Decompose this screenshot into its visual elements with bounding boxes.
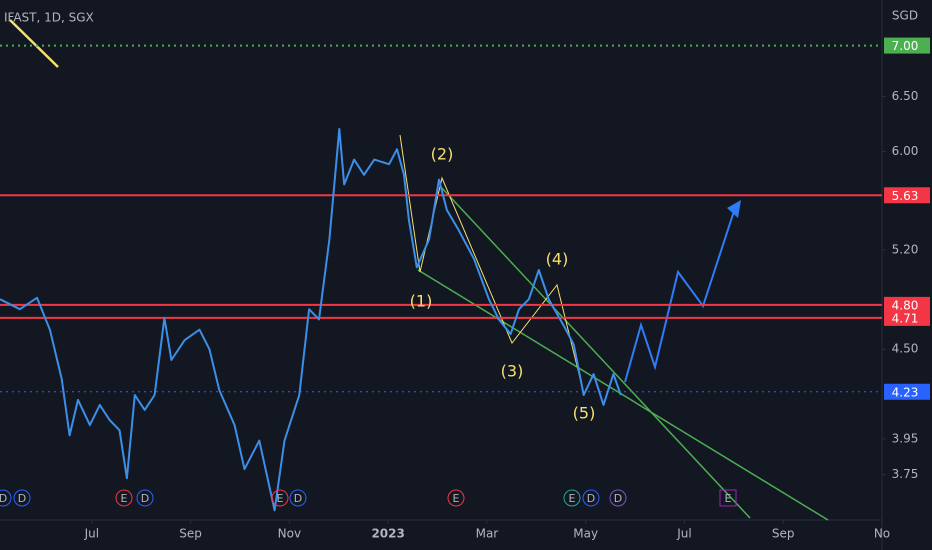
event-label: D bbox=[18, 492, 26, 505]
wave-label: (4) bbox=[546, 250, 569, 269]
drawing-line bbox=[9, 19, 59, 68]
event-badge[interactable]: D bbox=[582, 489, 600, 507]
event-badge[interactable]: D bbox=[0, 489, 12, 507]
event-badge[interactable]: E bbox=[271, 489, 289, 507]
y-tick-label: 4.50 bbox=[892, 342, 919, 356]
y-tick-label: 3.95 bbox=[892, 431, 919, 445]
level-badge bbox=[884, 383, 930, 400]
event-label: D bbox=[0, 492, 7, 505]
chart-title: IFAST, 1D, SGX bbox=[4, 11, 94, 25]
level-badge bbox=[884, 187, 930, 204]
level-badge bbox=[884, 37, 930, 54]
level-badge bbox=[884, 309, 930, 326]
level-label: 5.63 bbox=[892, 189, 919, 203]
axis-unit: SGD bbox=[892, 9, 918, 23]
event-label: E bbox=[121, 492, 128, 505]
x-tick-label: Sep bbox=[179, 527, 202, 541]
y-tick-label: 5.20 bbox=[892, 242, 919, 256]
wave-label: (3) bbox=[501, 362, 524, 381]
x-tick-label: May bbox=[573, 527, 598, 541]
x-tick-label: Nov bbox=[278, 527, 301, 541]
event-badge[interactable]: E bbox=[563, 489, 581, 507]
level-label: 4.80 bbox=[892, 298, 919, 312]
level-label: 7.00 bbox=[892, 39, 919, 53]
channel-line bbox=[417, 269, 829, 521]
event-badge[interactable]: D bbox=[13, 489, 31, 507]
wave-label: (2) bbox=[431, 145, 454, 164]
price-line bbox=[0, 128, 622, 512]
event-label: E bbox=[277, 492, 284, 505]
x-tick-label: 2023 bbox=[371, 527, 404, 541]
x-tick-label: Sep bbox=[772, 527, 795, 541]
y-tick-label: 6.50 bbox=[892, 89, 919, 103]
level-badge bbox=[884, 296, 930, 313]
y-tick-label: 6.00 bbox=[892, 144, 919, 158]
event-label: D bbox=[587, 492, 595, 505]
projection-line bbox=[624, 204, 737, 383]
event-label: D bbox=[614, 492, 622, 505]
event-badge[interactable]: E bbox=[115, 489, 133, 507]
projection-arrow bbox=[727, 200, 741, 218]
x-tick-label: Jul bbox=[676, 527, 691, 541]
event-badge[interactable]: D bbox=[289, 489, 307, 507]
event-badge[interactable]: E bbox=[719, 489, 737, 507]
channel-line bbox=[439, 185, 751, 519]
level-label: 4.23 bbox=[892, 385, 919, 399]
wave-label: (5) bbox=[573, 404, 596, 423]
event-badge[interactable]: E bbox=[447, 489, 465, 507]
y-tick-label: 3.75 bbox=[892, 467, 919, 481]
x-tick-label: Mar bbox=[476, 527, 499, 541]
event-badge[interactable]: D bbox=[609, 489, 627, 507]
event-label: E bbox=[453, 492, 460, 505]
wave-label: (1) bbox=[410, 292, 433, 311]
event-label: D bbox=[141, 492, 149, 505]
wave-line bbox=[399, 134, 584, 391]
event-label: E bbox=[725, 492, 732, 505]
event-label: D bbox=[294, 492, 302, 505]
level-label: 4.71 bbox=[892, 311, 919, 325]
x-tick-label: No bbox=[874, 527, 890, 541]
event-label: E bbox=[569, 492, 576, 505]
event-badge[interactable]: D bbox=[136, 489, 154, 507]
x-tick-label: Jul bbox=[84, 527, 99, 541]
